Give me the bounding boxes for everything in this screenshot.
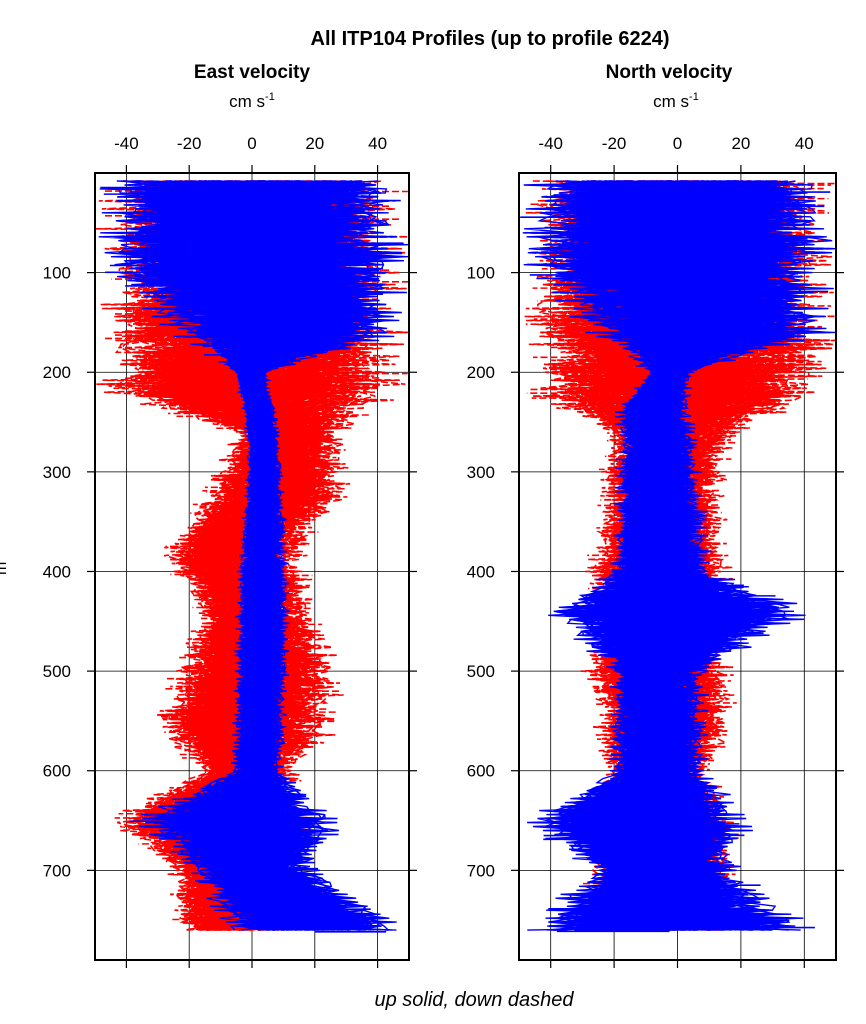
y-tick-label: 100 [467,264,495,283]
y-tick-label: 700 [467,861,495,880]
profile-trace [576,180,816,931]
profile-trace [173,180,339,931]
figure-footer: up solid, down dashed [374,989,574,1011]
profile-trace [536,180,722,931]
x-tick-label: 40 [795,134,814,153]
unit-text: cm s [229,92,265,111]
data-traces [95,180,409,933]
y-tick-label: 200 [467,363,495,382]
y-tick-label: 400 [467,562,495,581]
y-tick-label: 100 [43,264,71,283]
profile-trace [582,180,783,931]
y-axis-label-fragment: m [0,562,10,575]
series-solid [520,180,836,933]
x-tick-label: 0 [673,134,682,153]
unit-exponent: -1 [265,91,275,103]
x-tick-label: -20 [177,134,202,153]
x-tick-label: 20 [731,134,750,153]
y-tick-label: 400 [43,562,71,581]
data-traces [520,180,836,933]
x-tick-label: -20 [602,134,627,153]
profile-trace [149,180,371,931]
x-tick-label: 20 [305,134,324,153]
series-solid [98,180,409,933]
y-tick-label: 600 [43,762,71,781]
y-tick-label: 700 [43,861,71,880]
y-tick-label: 300 [467,463,495,482]
y-tick-label: 600 [467,762,495,781]
x-tick-label: 40 [368,134,387,153]
unit-text: cm s [653,92,689,111]
profile-trace [111,180,409,931]
panel-unit-east: cm s-1 [229,91,275,111]
profile-trace [526,180,784,931]
panel-north: -40 -20 0 20 40 100 200 300 400 500 600 700 [467,134,844,968]
y-tick-label: 500 [467,662,495,681]
profile-trace [167,180,312,931]
panel-east: -40 -20 0 20 40 100 200 300 400 500 600 700 [43,134,417,968]
y-tick-label: 300 [43,463,71,482]
panel-title-east: East velocity [194,62,311,83]
x-tick-label: -40 [114,134,139,153]
x-tick-label: -40 [538,134,563,153]
unit-exponent: -1 [689,91,699,103]
y-tick-label: 200 [43,363,71,382]
figure-title: All ITP104 Profiles (up to profile 6224) [311,28,670,50]
panel-unit-north: cm s-1 [653,91,699,111]
profile-trace [185,180,383,931]
x-tick-label: 0 [247,134,256,153]
y-tick-label: 500 [43,662,71,681]
panel-title-north: North velocity [606,62,733,83]
